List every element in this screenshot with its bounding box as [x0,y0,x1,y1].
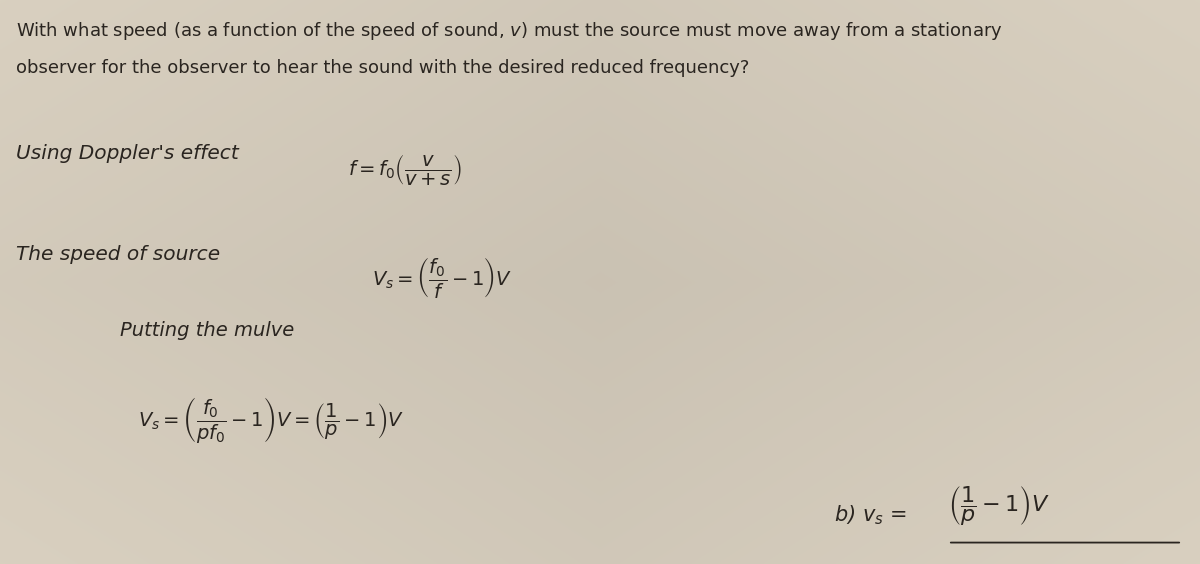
Text: $V_s = \left(\dfrac{f_0}{pf_0} - 1\right)V = \left(\dfrac{1}{p} - 1\right)V$: $V_s = \left(\dfrac{f_0}{pf_0} - 1\right… [138,395,404,445]
Text: The speed of source: The speed of source [16,245,220,265]
Text: $\left(\dfrac{1}{p} - 1\right)V$: $\left(\dfrac{1}{p} - 1\right)V$ [948,484,1050,527]
Text: Putting the mulve: Putting the mulve [120,321,294,341]
Text: observer for the observer to hear the sound with the desired reduced frequency?: observer for the observer to hear the so… [16,59,749,77]
Text: $V_s = \left(\dfrac{f_0}{f} - 1\right)V$: $V_s = \left(\dfrac{f_0}{f} - 1\right)V$ [372,255,512,300]
Text: Using Doppler's effect: Using Doppler's effect [16,144,239,163]
Text: With what speed (as a function of the speed of sound, $v$) must the source must : With what speed (as a function of the sp… [16,20,1002,42]
Text: b) $v_s$ =: b) $v_s$ = [834,504,906,527]
Text: $f = f_0\left(\dfrac{v}{v+s}\right)$: $f = f_0\left(\dfrac{v}{v+s}\right)$ [348,152,462,187]
